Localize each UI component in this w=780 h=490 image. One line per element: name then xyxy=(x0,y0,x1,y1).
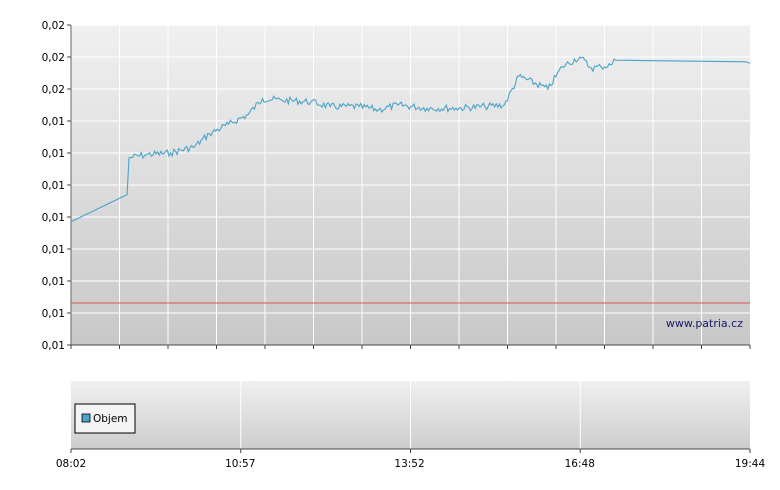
y-tick-label: 0,01 xyxy=(42,308,65,320)
y-tick-label: 0,01 xyxy=(42,116,65,128)
axes xyxy=(67,24,751,453)
y-tick-label: 0,01 xyxy=(42,340,65,352)
volume-grid xyxy=(240,381,581,449)
legend-label: Objem xyxy=(93,413,128,425)
y-tick-label: 0,02 xyxy=(42,52,65,64)
volume-legend: Objem xyxy=(74,403,136,434)
x-tick-label: 16:48 xyxy=(565,458,595,470)
y-tick-label: 0,02 xyxy=(42,20,65,32)
y-tick-label: 0,01 xyxy=(42,212,65,224)
x-tick-label: 08:02 xyxy=(56,458,86,470)
legend-swatch xyxy=(81,413,91,423)
y-tick-labels: 0,02 0,02 0,02 0,01 0,01 0,01 0,01 0,01 0,01 0,01… xyxy=(42,20,65,352)
price-series-line xyxy=(70,56,751,223)
y-tick-label: 0,02 xyxy=(42,84,65,96)
x-tick-label: 13:52 xyxy=(394,458,424,470)
watermark: www.patria.cz xyxy=(666,317,743,330)
y-tick-label: 0,01 xyxy=(42,276,65,288)
x-tick-label: 10:57 xyxy=(225,458,255,470)
y-tick-label: 0,01 xyxy=(42,180,65,192)
y-tick-label: 0,01 xyxy=(42,148,65,160)
x-tick-label: 19:44 xyxy=(735,458,766,470)
y-tick-label: 0,01 xyxy=(42,244,65,256)
x-tick-labels: 08:02 10:57 13:52 16:48 19:44 xyxy=(56,458,766,470)
